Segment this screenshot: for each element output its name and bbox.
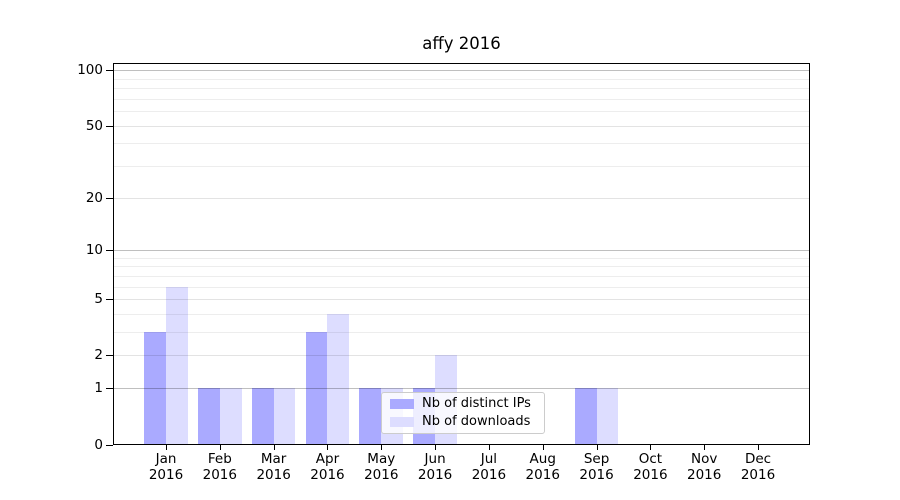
bar-distinct-ips [251, 388, 274, 444]
gridline-major [114, 388, 809, 390]
y-tick-label: 0 [94, 436, 103, 453]
bar-distinct-ips [574, 388, 597, 444]
y-tick [106, 70, 113, 72]
y-tick-label: 20 [85, 189, 103, 206]
gridline-minor [114, 266, 809, 268]
gridline-minor [114, 98, 809, 100]
y-tick-label: 5 [94, 291, 103, 308]
x-tick [488, 445, 490, 450]
legend-swatch-downloads [390, 417, 414, 427]
bar-downloads [596, 388, 619, 444]
gridline-minor [114, 111, 809, 113]
gridline-major [114, 250, 809, 252]
x-tick [381, 445, 383, 450]
legend-label-downloads: Nb of downloads [422, 414, 531, 429]
bar-downloads [327, 314, 350, 444]
x-tick-label: Jan 2016 [148, 451, 184, 483]
x-tick-label: May 2016 [364, 451, 399, 483]
gridline-minor [114, 143, 809, 145]
bar-distinct-ips [144, 332, 166, 444]
bar-distinct-ips [198, 388, 220, 444]
gridline-minor [114, 286, 809, 288]
y-tick [106, 388, 113, 390]
y-tick-label: 1 [94, 380, 103, 397]
bar-downloads [166, 286, 188, 444]
x-tick [596, 445, 598, 450]
gridline-major [114, 355, 809, 357]
legend-row-downloads: Nb of downloads [390, 415, 536, 429]
gridline-minor [114, 314, 809, 315]
legend: Nb of distinct IPs Nb of downloads [381, 392, 545, 434]
x-tick-label: Oct 2016 [633, 451, 668, 483]
legend-label-distinct-ips: Nb of distinct IPs [422, 396, 531, 411]
x-tick [650, 445, 652, 450]
x-tick [542, 445, 544, 450]
bar-downloads [219, 388, 242, 444]
x-tick [435, 445, 437, 450]
gridline-minor [114, 257, 809, 259]
x-tick [219, 445, 221, 450]
x-tick [327, 445, 329, 450]
y-tick [106, 125, 113, 127]
y-tick [106, 355, 113, 357]
x-tick [273, 445, 275, 450]
x-tick-label: Jul 2016 [471, 451, 507, 483]
x-tick-label: Aug 2016 [525, 451, 560, 483]
y-tick-label: 2 [94, 347, 103, 364]
x-tick [166, 445, 167, 450]
bar-distinct-ips [305, 332, 328, 444]
x-tick-label: Sep 2016 [579, 451, 614, 483]
gridline-major [114, 197, 809, 199]
y-tick-label: 50 [85, 117, 103, 134]
gridline-minor [114, 332, 809, 334]
x-tick-label: Apr 2016 [310, 451, 345, 483]
gridline-minor [114, 166, 809, 168]
y-tick [106, 250, 113, 252]
gridline-major [114, 70, 809, 72]
bar-distinct-ips [359, 388, 382, 444]
gridline-major [114, 299, 809, 301]
legend-swatch-distinct-ips [390, 399, 414, 409]
x-tick-label: Dec 2016 [740, 451, 776, 483]
gridline-minor [114, 275, 809, 277]
gridline-minor [114, 88, 809, 90]
bar-downloads [273, 388, 296, 444]
x-tick [758, 445, 760, 450]
x-tick-label: Nov 2016 [687, 451, 722, 483]
x-tick-label: Jun 2016 [417, 451, 453, 483]
chart-title: affy 2016 [422, 34, 501, 53]
y-tick [106, 299, 113, 301]
y-tick-label: 100 [77, 62, 103, 79]
y-tick-label: 10 [85, 242, 103, 259]
legend-row-distinct-ips: Nb of distinct IPs [390, 397, 536, 411]
x-tick-label: Mar 2016 [256, 451, 291, 483]
gridline-major [114, 125, 809, 127]
gridline-minor [114, 78, 809, 80]
x-tick-label: Feb 2016 [202, 451, 237, 483]
y-tick [106, 444, 113, 446]
y-tick [106, 197, 113, 199]
x-tick [704, 445, 706, 450]
